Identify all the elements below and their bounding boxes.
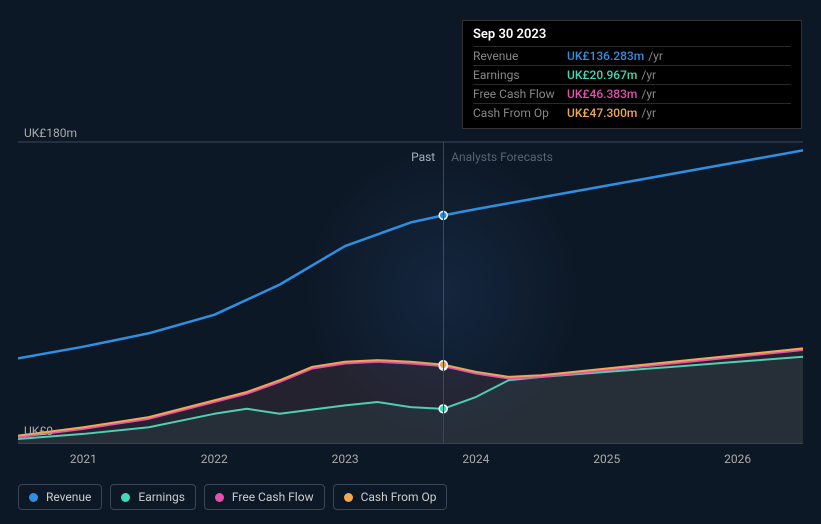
tooltip-row-suffix: /yr bbox=[648, 49, 663, 63]
past-region-label: Past bbox=[411, 150, 435, 164]
x-axis-label: 2023 bbox=[332, 452, 359, 466]
tooltip-row-label: Revenue bbox=[473, 49, 567, 63]
tooltip-row-value: UK£46.383m bbox=[567, 87, 637, 101]
past-future-divider bbox=[443, 142, 444, 444]
tooltip-date: Sep 30 2023 bbox=[473, 27, 791, 46]
y-axis-label: UK£0 bbox=[24, 424, 53, 438]
x-axis-label: 2025 bbox=[593, 452, 620, 466]
legend-item-label: Earnings bbox=[138, 490, 185, 504]
legend-item[interactable]: Earnings bbox=[110, 484, 196, 510]
legend-item[interactable]: Revenue bbox=[18, 484, 102, 510]
y-axis-label: UK£180m bbox=[24, 126, 77, 140]
tooltip-row: EarningsUK£20.967m/yr bbox=[473, 65, 791, 84]
tooltip-row-suffix: /yr bbox=[641, 106, 656, 120]
tooltip-row-label: Free Cash Flow bbox=[473, 87, 567, 101]
legend: Revenue Earnings Free Cash Flow Cash From O… bbox=[18, 484, 447, 510]
tooltip-row-value: UK£47.300m bbox=[567, 106, 637, 120]
tooltip-row: RevenueUK£136.283m/yr bbox=[473, 46, 791, 65]
tooltip-row-label: Earnings bbox=[473, 68, 567, 82]
legend-dot-icon bbox=[29, 493, 38, 502]
legend-item[interactable]: Cash From Op bbox=[333, 484, 448, 510]
tooltip-row: Free Cash FlowUK£46.383m/yr bbox=[473, 84, 791, 103]
x-axis-label: 2021 bbox=[70, 452, 97, 466]
x-axis-label: 2026 bbox=[724, 452, 751, 466]
tooltip-row-suffix: /yr bbox=[641, 87, 656, 101]
legend-dot-icon bbox=[344, 493, 353, 502]
legend-item-label: Free Cash Flow bbox=[232, 490, 314, 504]
tooltip: Sep 30 2023 RevenueUK£136.283m/yrEarning… bbox=[462, 20, 802, 129]
legend-item[interactable]: Free Cash Flow bbox=[204, 484, 325, 510]
tooltip-row-value: UK£136.283m bbox=[567, 49, 644, 63]
legend-item-label: Cash From Op bbox=[361, 490, 437, 504]
x-axis-label: 2022 bbox=[201, 452, 228, 466]
tooltip-row-value: UK£20.967m bbox=[567, 68, 637, 82]
tooltip-row-suffix: /yr bbox=[641, 68, 656, 82]
x-axis-label: 2024 bbox=[462, 452, 489, 466]
legend-item-label: Revenue bbox=[46, 490, 91, 504]
legend-dot-icon bbox=[215, 493, 224, 502]
tooltip-row-label: Cash From Op bbox=[473, 106, 567, 120]
forecast-region-label: Analysts Forecasts bbox=[451, 150, 553, 164]
tooltip-row: Cash From OpUK£47.300m/yr bbox=[473, 103, 791, 122]
legend-dot-icon bbox=[121, 493, 130, 502]
